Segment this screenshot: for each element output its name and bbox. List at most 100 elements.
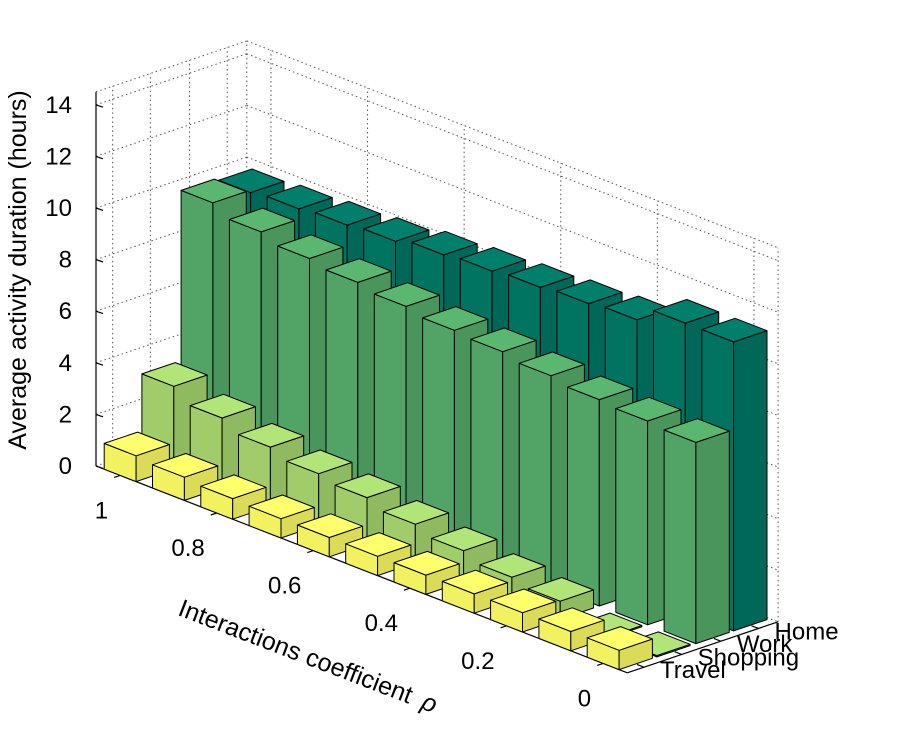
y-tick-mark [713,637,722,642]
x-tick-mark [500,625,507,629]
bar-top-face [296,513,364,538]
bar-travel-2 [200,474,267,520]
bar-travel-10 [586,626,653,671]
bar-top-face [422,306,489,331]
bar-top-face [431,526,498,552]
bar-top-face [248,494,315,520]
bar-front-face [518,362,552,588]
bar-top-face [189,393,256,419]
bar-top-face [411,230,478,256]
left-top-line [95,40,247,93]
x-tick-mark [210,512,217,516]
bar-top-face [538,607,605,632]
bar-front-face [663,429,697,645]
left-wall-gridline [95,53,247,106]
z-tick-mark [95,465,104,469]
bar-top-face [701,317,768,343]
bar-top-face [586,626,653,651]
z-tick-mark [95,259,104,263]
x-tick-label: 0.8 [171,535,204,562]
x-tick-label: 0.2 [461,648,494,675]
left-wall-gridline [95,104,247,157]
activity-tick-label: Travel [660,657,726,684]
x-tick-label: 1 [95,497,108,524]
z-tick-mark [95,104,104,108]
bar-top-face [334,473,401,499]
back-wall-gridline [246,156,779,365]
bar-work-10 [663,418,730,645]
bar-top-face [653,299,720,324]
bar-travel-9 [538,607,605,652]
activity-tick-label: Home [775,618,839,645]
bar-top-face [103,431,170,457]
z-tick-mark [95,413,104,418]
bar-travel-6 [393,550,460,595]
back-wall-gridline [246,104,779,313]
z-tick-label: 10 [45,195,72,222]
z-tick-mark [95,310,104,315]
bar-top-face [266,184,333,210]
z-tick-label: 8 [59,247,72,274]
bar-top-face [663,418,730,443]
bar-top-face [382,500,450,525]
bar-travel-0 [103,431,170,483]
z-tick-mark [95,155,104,160]
bar-top-face [518,351,585,377]
bar-top-face [373,282,440,307]
bar-top-face [393,550,460,576]
x-tick-mark [403,587,411,591]
x-tick-mark [307,550,314,554]
z-tick-label: 14 [45,92,72,119]
bar-top-face [459,247,526,272]
bars-layer [103,168,768,671]
bar-top-face [345,532,412,557]
bar-travel-5 [345,532,412,577]
bar-front-face [615,408,649,626]
bar-travel-7 [441,569,508,614]
activity-tick-label: Work [737,631,794,658]
bar-top-face [277,234,344,259]
back-top-line [246,40,779,249]
bar-top-face [228,207,296,233]
bar-top-face [567,375,634,401]
y-axis-line [627,621,779,674]
bar-top-face [180,178,247,204]
bar-top-face [218,168,285,194]
bar-top-face [152,453,219,478]
bar-top-face [556,279,623,305]
z-tick-label: 2 [59,401,72,428]
bar-top-face [527,577,594,602]
bar-travel-4 [296,513,364,558]
bar-top-face [508,263,575,288]
bar-top-face [615,396,682,422]
z-tick-mark [95,207,104,211]
back-wall-gridline [246,53,779,262]
bar-top-face [141,362,208,387]
bar-front-face [567,386,600,607]
y-tick-mark [674,651,682,655]
x-axis-label-symbol: ρ [417,687,441,719]
y-axis-label: Average activity duration (hours) [4,90,32,449]
x-tick-label: 0.6 [268,573,301,600]
bar-top-face [286,449,353,475]
activity-tick-label: Shopping [698,644,799,671]
bar-top-face [479,553,546,578]
bar-top-face [200,474,267,500]
z-tick-label: 12 [45,143,72,170]
z-tick-mark [95,362,104,366]
bar-top-face [314,200,382,226]
bar-side-face [733,330,768,632]
bar-top-face [490,588,557,614]
x-tick-label: 0.4 [365,610,398,637]
x-tick-mark [596,662,604,666]
bar-travel-3 [248,494,315,539]
bar-side-face [695,430,730,645]
bar-top-face [325,258,392,283]
bar-top-face [238,422,305,448]
bar-top-face [363,217,430,242]
y-tick-mark [751,625,759,630]
bar-top-face [441,569,508,595]
bar-top-face [470,327,537,353]
x-tick-label: 0 [578,685,591,712]
